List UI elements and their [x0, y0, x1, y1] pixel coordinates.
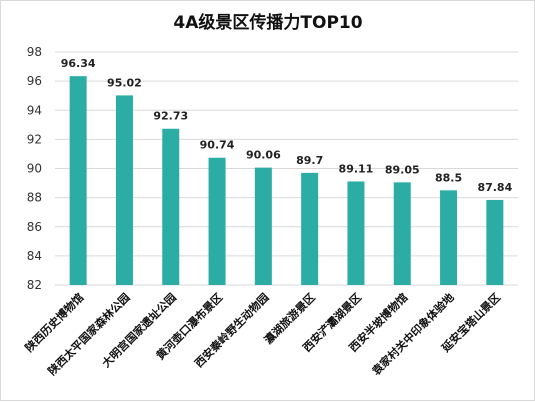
bar — [393, 182, 411, 285]
bar — [69, 76, 87, 285]
bar — [347, 181, 365, 285]
bar — [486, 199, 504, 285]
category-label: 袁家村关中印象体验地 — [368, 290, 456, 378]
y-tick-label: 92 — [27, 132, 42, 146]
y-tick-label: 88 — [27, 191, 42, 205]
bar — [254, 167, 272, 285]
chart-title: 4A级景区传播力TOP10 — [173, 12, 362, 33]
bar — [162, 128, 180, 285]
y-tick-label: 86 — [27, 220, 42, 234]
y-tick-label: 98 — [27, 45, 42, 59]
data-label: 95.02 — [107, 76, 142, 89]
data-label: 89.7 — [296, 154, 323, 167]
category-label: 陕西太平国家森林公园 — [45, 290, 133, 378]
y-tick-label: 84 — [27, 249, 42, 263]
y-tick-label: 94 — [27, 103, 42, 117]
data-label: 90.06 — [246, 149, 281, 162]
bars — [69, 76, 504, 286]
y-tick-label: 90 — [27, 162, 42, 176]
x-axis-categories: 陕西历史博物馆陕西太平国家森林公园大明宫国家遗址公园黄河壶口瀑布景区西安秦岭野生… — [22, 290, 503, 378]
data-labels: 96.34 95.02 92.73 90.74 90.06 89.7 89.11 89.05 8… — [61, 57, 513, 194]
data-label: 89.05 — [385, 163, 420, 176]
y-axis-ticks: 82 84 86 88 90 92 94 96 98 — [27, 45, 42, 292]
data-label: 96.34 — [61, 57, 96, 70]
data-label: 88.5 — [435, 171, 462, 184]
bar — [208, 157, 226, 285]
data-label: 87.84 — [477, 181, 512, 194]
y-tick-label: 82 — [27, 278, 42, 292]
y-tick-label: 96 — [27, 74, 42, 88]
bar — [301, 172, 319, 285]
bar — [115, 95, 133, 286]
bar — [440, 190, 458, 285]
data-label: 90.74 — [200, 139, 235, 152]
data-label: 89.11 — [339, 162, 374, 175]
data-label: 92.73 — [153, 110, 188, 123]
